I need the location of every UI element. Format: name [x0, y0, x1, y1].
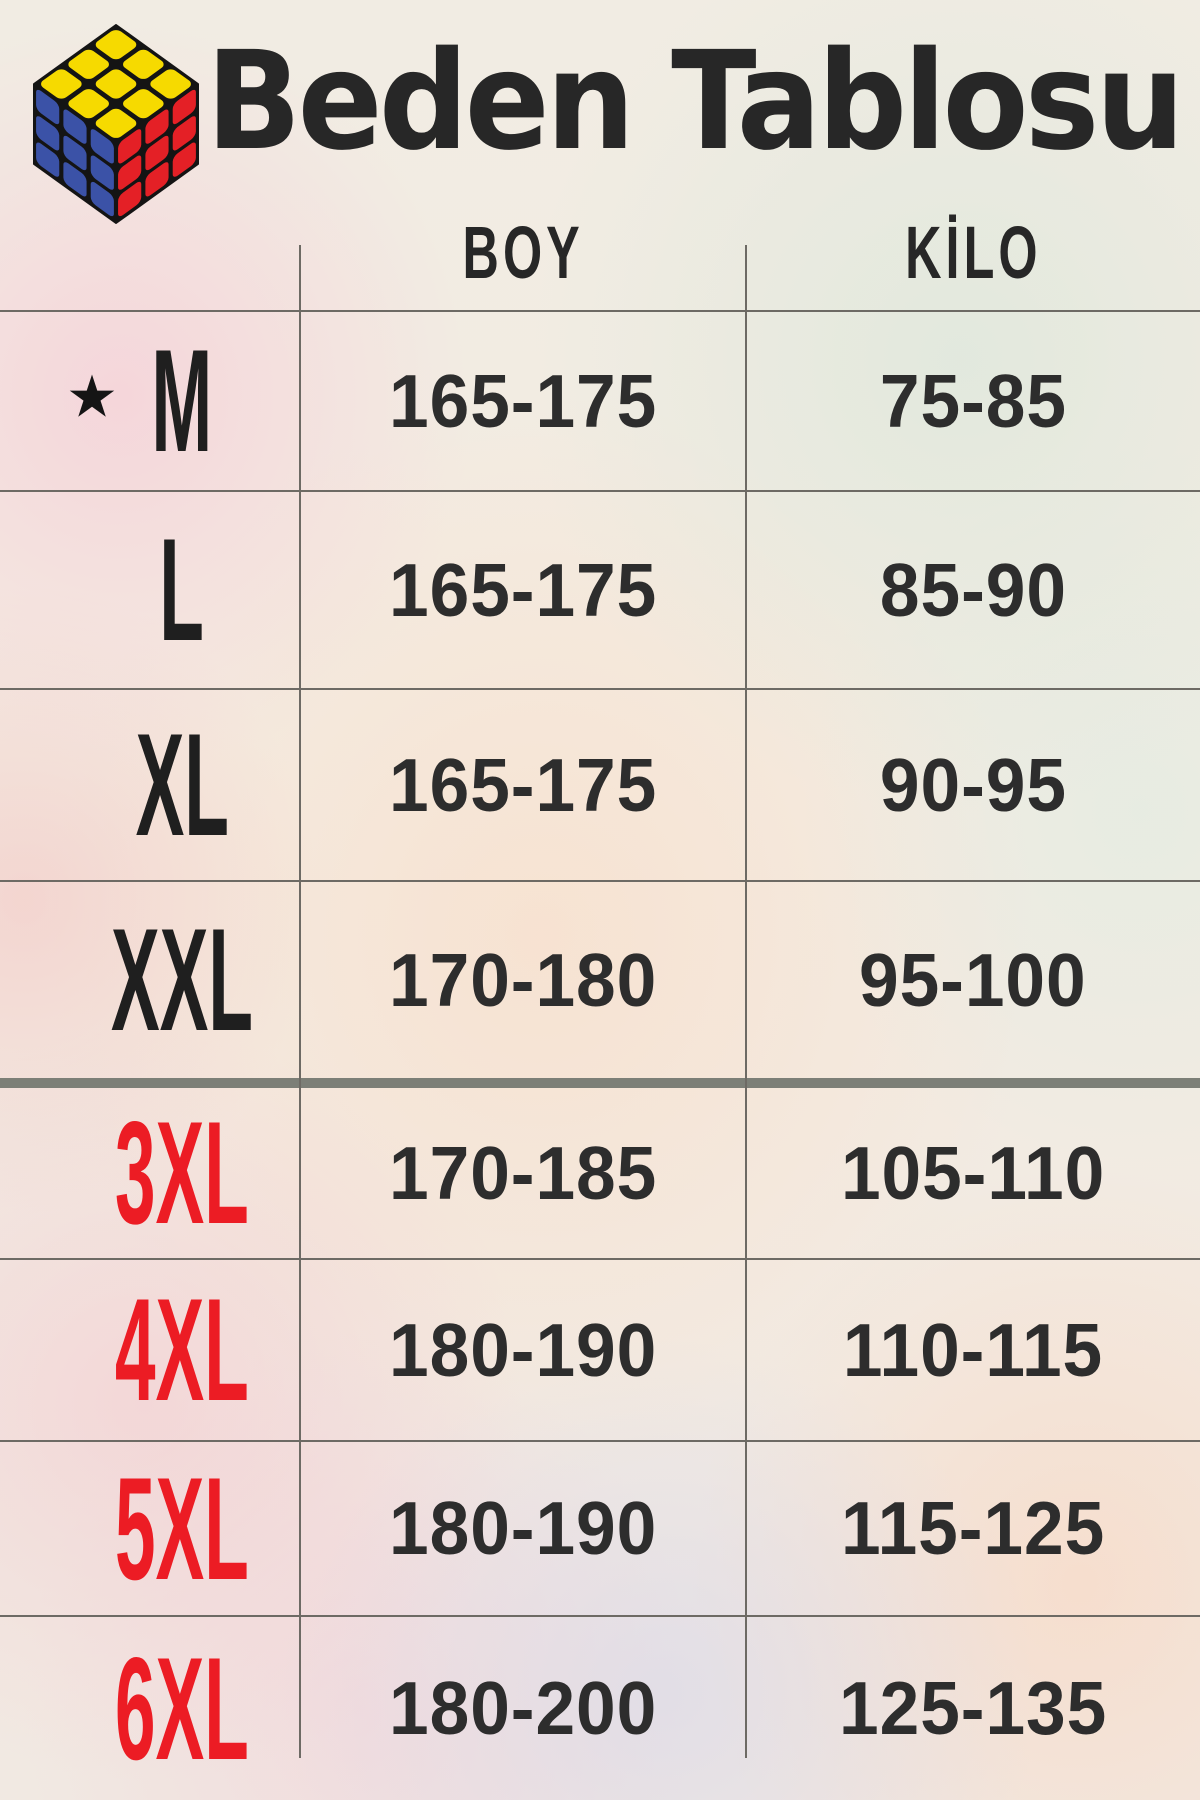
page-title: Beden Tablosu: [206, 23, 1185, 181]
size-label: 3XL: [115, 1091, 249, 1254]
kilo-value: 95-100: [859, 937, 1087, 1022]
kilo-cell: 95-100: [746, 882, 1200, 1078]
table-row: ★ M 165-175 75-85: [0, 310, 1200, 490]
table-row: 6XL 180-200 125-135: [0, 1615, 1200, 1800]
cube-left-face: [36, 89, 114, 217]
boy-cell: 165-175: [300, 690, 746, 880]
group-divider: [0, 1078, 1200, 1088]
boy-value: 165-175: [388, 547, 658, 632]
size-table: BOY KİLO ★ M 165-175 75-85 L 165-175 85-90 XL 16…: [0, 195, 1200, 1800]
size-cell: 4XL: [0, 1260, 300, 1440]
kilo-cell: 75-85: [746, 312, 1200, 490]
size-cell: 3XL: [0, 1088, 300, 1258]
rubiks-cube-icon: [33, 24, 199, 224]
size-label: XXL: [111, 898, 253, 1061]
star-icon: ★: [66, 364, 118, 430]
kilo-cell: 105-110: [746, 1088, 1200, 1258]
cube-top-face: [41, 30, 191, 138]
boy-value: 180-190: [388, 1307, 658, 1392]
kilo-value: 110-115: [842, 1307, 1104, 1392]
table-row: 5XL 180-190 115-125: [0, 1440, 1200, 1615]
cube-right-face: [118, 89, 196, 217]
kilo-cell: 85-90: [746, 492, 1200, 688]
size-cell: ★ M: [0, 312, 300, 490]
column-header-boy-cell: BOY: [300, 195, 746, 310]
kilo-value: 75-85: [879, 358, 1067, 443]
size-cell: 6XL: [0, 1617, 300, 1800]
size-cell: 5XL: [0, 1442, 300, 1615]
boy-cell: 165-175: [300, 312, 746, 490]
size-cell: L: [0, 492, 300, 688]
kilo-value: 85-90: [879, 547, 1067, 632]
column-header-row: BOY KİLO: [0, 195, 1200, 310]
table-row: 4XL 180-190 110-115: [0, 1258, 1200, 1440]
size-label: L: [159, 508, 205, 671]
kilo-value: 125-135: [838, 1666, 1108, 1750]
boy-value: 180-190: [388, 1486, 658, 1570]
boy-cell: 170-180: [300, 882, 746, 1078]
column-header-kilo: KİLO: [904, 210, 1042, 294]
boy-cell: 180-190: [300, 1260, 746, 1440]
size-label: 6XL: [115, 1626, 249, 1790]
kilo-cell: 110-115: [746, 1260, 1200, 1440]
size-label: M: [151, 319, 213, 482]
boy-cell: 180-190: [300, 1442, 746, 1615]
size-label: XL: [135, 703, 229, 866]
kilo-cell: 125-135: [746, 1617, 1200, 1800]
boy-value: 170-185: [388, 1130, 658, 1215]
table-row: XXL 170-180 95-100: [0, 880, 1200, 1078]
boy-value: 165-175: [388, 358, 658, 443]
kilo-cell: 90-95: [746, 690, 1200, 880]
table-row: 3XL 170-185 105-110: [0, 1088, 1200, 1258]
size-cell: XL: [0, 690, 300, 880]
size-label: 5XL: [115, 1446, 249, 1610]
boy-cell: 165-175: [300, 492, 746, 688]
kilo-value: 90-95: [879, 742, 1067, 827]
boy-cell: 170-185: [300, 1088, 746, 1258]
table-row: L 165-175 85-90: [0, 490, 1200, 688]
kilo-cell: 115-125: [746, 1442, 1200, 1615]
size-label: 4XL: [115, 1268, 249, 1431]
boy-cell: 180-200: [300, 1617, 746, 1800]
kilo-value: 115-125: [840, 1486, 1106, 1570]
boy-value: 165-175: [388, 742, 658, 827]
size-cell: XXL: [0, 882, 300, 1078]
column-header-kilo-cell: KİLO: [746, 195, 1200, 310]
column-divider-2: [745, 245, 747, 1758]
size-header-cell: [0, 195, 300, 310]
boy-value: 180-200: [388, 1666, 658, 1750]
column-divider-1: [299, 245, 301, 1758]
kilo-value: 105-110: [840, 1130, 1106, 1215]
table-row: XL 165-175 90-95: [0, 688, 1200, 880]
column-header-boy: BOY: [462, 210, 584, 294]
boy-value: 170-180: [388, 937, 658, 1022]
